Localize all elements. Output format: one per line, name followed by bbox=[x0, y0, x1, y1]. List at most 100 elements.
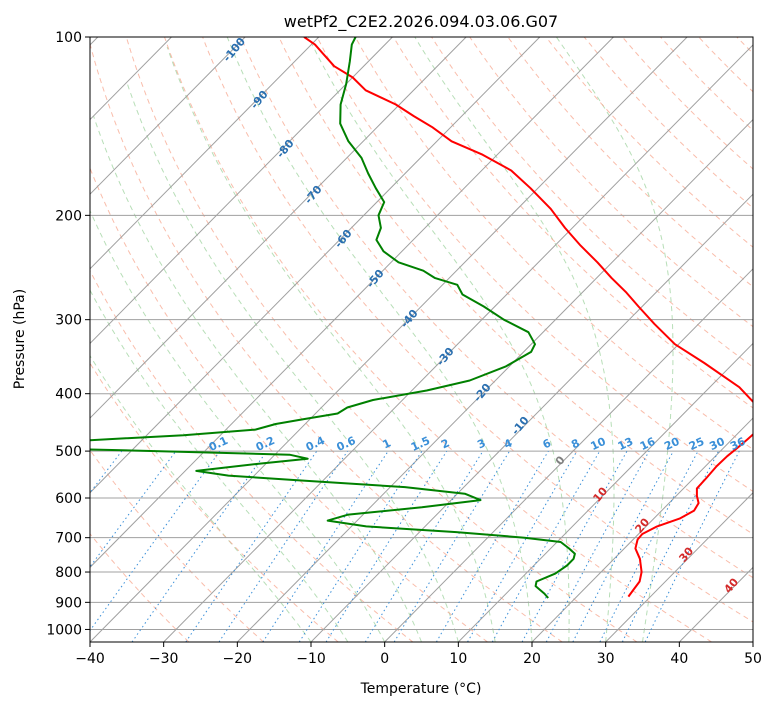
dry-adiabat bbox=[469, 37, 753, 328]
dry-adiabat bbox=[90, 362, 339, 642]
mixing-ratio-label: 30 bbox=[707, 435, 727, 453]
mixing-ratio-line bbox=[521, 450, 628, 642]
mixing-ratio-label: 16 bbox=[638, 435, 658, 453]
isotherm-label: 20 bbox=[632, 515, 652, 535]
dry-adiabat bbox=[431, 37, 753, 368]
moist-adiabat bbox=[307, 37, 570, 642]
isotherm bbox=[90, 37, 246, 195]
mixing-ratio-line bbox=[325, 450, 448, 642]
dry-adiabat bbox=[660, 37, 753, 131]
dry-adiabat bbox=[278, 37, 753, 535]
mixing-ratio-line bbox=[218, 450, 349, 642]
isotherm bbox=[90, 37, 614, 569]
x-tick-label: 30 bbox=[597, 651, 615, 667]
mixing-ratio-line bbox=[491, 450, 601, 642]
temperature-line bbox=[303, 37, 753, 598]
isotherm-label: 10 bbox=[590, 484, 610, 504]
moist-adiabat bbox=[90, 354, 312, 642]
moist-adiabat bbox=[414, 37, 615, 642]
y-tick-label: 400 bbox=[55, 387, 82, 403]
y-tick-label: 500 bbox=[55, 444, 82, 460]
moist-adiabat bbox=[226, 37, 533, 642]
isotherm bbox=[384, 268, 753, 642]
y-tick-label: 200 bbox=[55, 208, 82, 224]
y-tick-label: 100 bbox=[55, 30, 82, 46]
dry-adiabat bbox=[90, 41, 563, 642]
dry-adiabat bbox=[90, 449, 264, 642]
mixing-ratio-line bbox=[185, 450, 318, 642]
dry-adiabat bbox=[90, 166, 488, 642]
mixing-ratio-line bbox=[393, 450, 511, 642]
x-tick-label: −40 bbox=[75, 651, 105, 667]
dry-adiabat bbox=[164, 37, 712, 642]
mixing-ratio-label: 3 bbox=[475, 436, 487, 451]
isotherm bbox=[90, 37, 467, 419]
plot-frame bbox=[89, 36, 754, 643]
mixing-ratio-line bbox=[644, 450, 740, 642]
dry-adiabat bbox=[125, 37, 638, 642]
dry-adiabat bbox=[736, 37, 753, 55]
x-tick-label: 50 bbox=[744, 651, 762, 667]
mixing-ratio-line bbox=[435, 450, 549, 642]
isotherm-label: -20 bbox=[471, 381, 494, 405]
isotherm bbox=[163, 44, 753, 642]
y-tick-label: 600 bbox=[55, 491, 82, 507]
mixing-ratio-label: 4 bbox=[502, 436, 515, 451]
x-tick-label: 10 bbox=[449, 651, 467, 667]
isotherm-label: -100 bbox=[220, 35, 248, 65]
mixing-ratio-line bbox=[298, 450, 423, 642]
y-tick-label: 1000 bbox=[46, 622, 82, 638]
x-tick-label: −30 bbox=[149, 651, 179, 667]
mixing-ratio-line bbox=[545, 450, 650, 642]
isotherm bbox=[236, 118, 753, 642]
mixing-ratio-line bbox=[262, 450, 389, 642]
isotherm-label: 30 bbox=[676, 544, 696, 564]
dry-adiabat bbox=[316, 37, 753, 493]
mixing-ratio-label: 1 bbox=[381, 436, 393, 451]
y-tick-label: 800 bbox=[55, 565, 82, 581]
mixing-ratio-line bbox=[572, 450, 674, 642]
mixing-ratio-line bbox=[599, 450, 699, 642]
dry-adiabat bbox=[90, 269, 414, 642]
moist-adiabat bbox=[166, 46, 496, 642]
moist-adiabat bbox=[93, 115, 422, 642]
isotherm bbox=[90, 37, 320, 270]
x-tick-label: 20 bbox=[523, 651, 541, 667]
mixing-ratio-label: 25 bbox=[687, 435, 706, 453]
isotherm-label: -70 bbox=[302, 183, 325, 207]
mixing-ratio-label: 2 bbox=[439, 436, 451, 451]
mixing-ratio-label: 10 bbox=[589, 435, 609, 453]
x-tick-label: 40 bbox=[670, 651, 688, 667]
mixing-ratio-label: 20 bbox=[662, 435, 682, 453]
isotherm-label: -90 bbox=[248, 88, 271, 112]
y-tick-label: 300 bbox=[55, 313, 82, 329]
isotherm-label: -10 bbox=[509, 414, 532, 438]
chart-title: wetPf2_C2E2.2026.094.03.06.G07 bbox=[284, 12, 558, 32]
x-tick-label: −10 bbox=[296, 651, 326, 667]
isotherm bbox=[310, 193, 753, 642]
isotherm bbox=[90, 37, 541, 494]
isotherm bbox=[90, 37, 688, 642]
x-tick-label: 0 bbox=[380, 651, 389, 667]
isotherm bbox=[605, 492, 753, 642]
dry-adiabat bbox=[698, 37, 753, 93]
moist-adiabat bbox=[90, 289, 349, 642]
mixing-ratio-line bbox=[364, 450, 484, 642]
mixing-ratio-line bbox=[131, 450, 268, 642]
isotherm bbox=[531, 417, 753, 642]
dewpoint-line bbox=[90, 37, 576, 599]
isotherm-label: 0 bbox=[553, 453, 568, 467]
isotherm-label: -60 bbox=[332, 227, 355, 251]
y-tick-label: 700 bbox=[55, 531, 82, 547]
moist-adiabat bbox=[555, 37, 674, 642]
dry-adiabat bbox=[354, 37, 753, 450]
dry-adiabat bbox=[545, 37, 753, 248]
isotherm bbox=[90, 37, 393, 345]
isotherm bbox=[752, 641, 753, 642]
y-axis-label: Pressure (hPa) bbox=[12, 289, 28, 389]
isotherm-label: 40 bbox=[721, 575, 741, 595]
y-tick-label: 900 bbox=[55, 595, 82, 611]
x-axis-label: Temperature (°C) bbox=[360, 681, 482, 697]
x-tick-label: −20 bbox=[223, 651, 253, 667]
